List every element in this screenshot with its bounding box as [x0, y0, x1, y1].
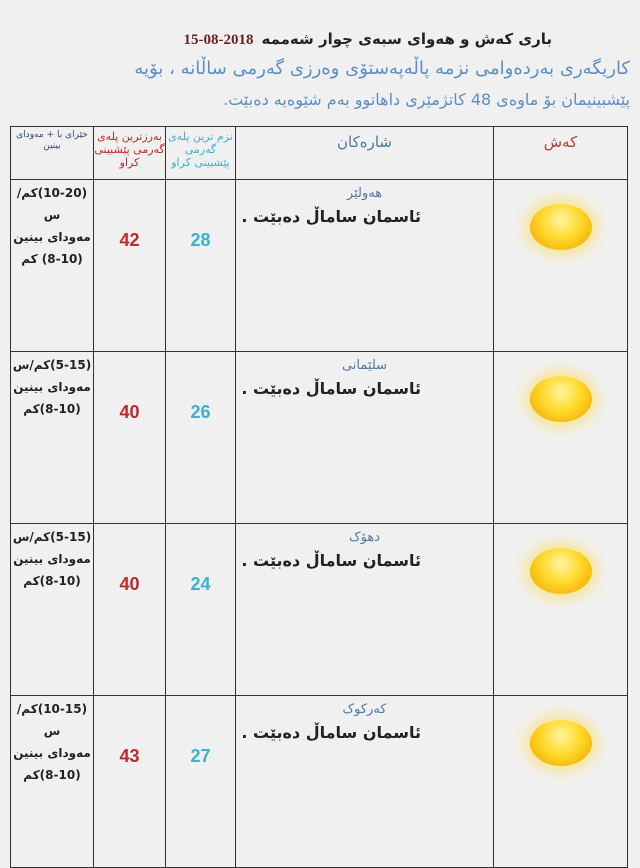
city-name: هەولێر [346, 186, 383, 201]
condition: ئاسمان ساماڵ دەبێت . [241, 207, 421, 226]
visibility: (8-10)کم [23, 402, 81, 416]
min-temp: 26 [165, 351, 236, 524]
header-cities: شارەکان [235, 126, 494, 180]
header-min: نزم ترین پلەی گەرمی پێشبینی کراو [165, 126, 236, 180]
intro-line-2: پێشبینیمان بۆ ماوەی 48 کاتژمێری داهاتوو … [223, 90, 630, 109]
min-temp: 24 [165, 523, 236, 696]
header-weather: کەش [493, 126, 628, 180]
wind-cell: (10-20)کم/س مەودای بینین (8-10) کم [10, 179, 94, 352]
max-temp: 42 [93, 179, 166, 352]
city-cell: کەرکوک ئاسمان ساماڵ دەبێت . [235, 695, 494, 868]
wind-speed: (10-20)کم/س [16, 186, 88, 222]
wind-speed: (10-15)کم/س [16, 702, 88, 738]
condition: ئاسمان ساماڵ دەبێت . [241, 723, 421, 742]
weather-cell [493, 523, 628, 696]
city-name: کەرکوک [342, 702, 387, 717]
weather-cell [493, 695, 628, 868]
city-cell: هەولێر ئاسمان ساماڵ دەبێت . [235, 179, 494, 352]
city-cell: دهۆک ئاسمان ساماڵ دەبێت . [235, 523, 494, 696]
min-temp: 28 [165, 179, 236, 352]
page-title: باری کەش و هەوای سبەی چوار شەممە 2018-08-… [183, 30, 552, 49]
weather-cell [493, 351, 628, 524]
city-name: سلێمانی [341, 358, 388, 373]
table-row: (5-15)کم/س مەودای بینین (8-10)کم 40 24 دهۆ… [10, 523, 628, 696]
sun-icon [529, 720, 592, 766]
sun-icon [529, 376, 592, 422]
condition: ئاسمان ساماڵ دەبێت . [241, 551, 421, 570]
header-wind: خێرای با + مەودای بینین [10, 126, 94, 180]
header-max: بەرزترین پلەی گەرمی پێشبینی کراو [93, 126, 166, 180]
title-text: باری کەش و هەوای سبەی چوار شەممە [261, 30, 552, 48]
min-temp: 27 [165, 695, 236, 868]
visibility: (8-10)کم [23, 768, 81, 782]
table-row: (10-20)کم/س مەودای بینین (8-10) کم 42 28 ه… [10, 179, 628, 352]
city-cell: سلێمانی ئاسمان ساماڵ دەبێت . [235, 351, 494, 524]
condition: ئاسمان ساماڵ دەبێت . [241, 379, 421, 398]
wind-speed: (5-15)کم/س [12, 358, 92, 372]
intro-line-1: کاریگەری بەردەوامی نزمە پاڵەپەستۆی وەرزی… [134, 58, 630, 79]
max-temp: 40 [93, 351, 166, 524]
visibility: (8-10)کم [23, 574, 81, 588]
visibility-label: مەودای بینین [13, 230, 91, 244]
sun-icon [529, 204, 592, 250]
visibility: (8-10) کم [21, 252, 83, 266]
visibility-label: مەودای بینین [13, 746, 91, 760]
visibility-label: مەودای بینین [13, 552, 91, 566]
wind-speed: (5-15)کم/س [12, 530, 92, 544]
max-temp: 40 [93, 523, 166, 696]
weather-cell [493, 179, 628, 352]
wind-cell: (5-15)کم/س مەودای بینین (8-10)کم [10, 523, 94, 696]
sun-icon [529, 548, 592, 594]
wind-cell: (5-15)کم/س مەودای بینین (8-10)کم [10, 351, 94, 524]
forecast-table: خێرای با + مەودای بینین بەرزترین پلەی گە… [10, 126, 628, 868]
city-name: دهۆک [349, 530, 380, 545]
visibility-label: مەودای بینین [13, 380, 91, 394]
table-row: (5-15)کم/س مەودای بینین (8-10)کم 40 26 سلێ… [10, 351, 628, 524]
wind-cell: (10-15)کم/س مەودای بینین (8-10)کم [10, 695, 94, 868]
date: 2018-08-15 [183, 32, 254, 48]
max-temp: 43 [93, 695, 166, 868]
table-row: (10-15)کم/س مەودای بینین (8-10)کم 43 27 کە… [10, 695, 628, 868]
table-header: خێرای با + مەودای بینین بەرزترین پلەی گە… [10, 126, 628, 180]
